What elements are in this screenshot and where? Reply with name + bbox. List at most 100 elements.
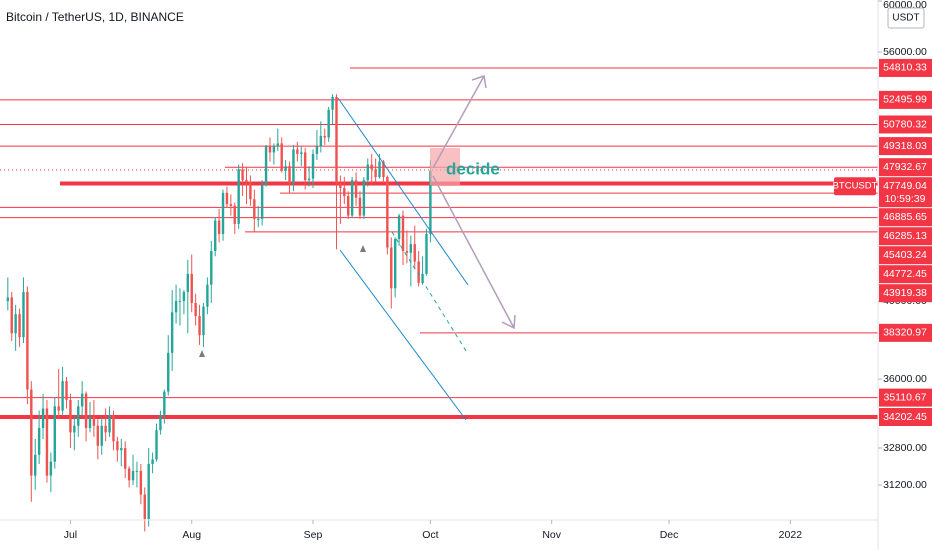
candle-body: [163, 391, 166, 415]
candle-body: [405, 251, 409, 253]
candle-body: [92, 417, 96, 426]
price-label-box: [879, 115, 932, 134]
price-label: 47932.67: [883, 161, 927, 173]
candle-body: [198, 316, 201, 336]
candle-body: [425, 233, 428, 274]
y-tick-label: 56000.00: [883, 46, 927, 58]
candle-body: [6, 297, 10, 302]
candle-body: [41, 408, 45, 428]
price-label-box: [879, 265, 932, 284]
candle-body: [409, 244, 413, 253]
price-label: 44772.45: [883, 268, 927, 280]
candle-body: [354, 180, 358, 198]
price-label: 35110.67: [883, 391, 926, 403]
candle-body: [116, 441, 119, 451]
candle-body: [276, 143, 280, 147]
candle-body: [323, 135, 326, 138]
candle-body: [260, 184, 264, 219]
candle-body: [45, 408, 49, 476]
x-tick-label: 2022: [779, 529, 803, 541]
candle-body: [186, 273, 190, 292]
x-tick-label: Oct: [422, 529, 438, 541]
channel-upper: [337, 97, 469, 286]
price-label-box: [879, 158, 932, 177]
candle-body: [393, 239, 397, 289]
candle-body: [370, 164, 373, 170]
arrow-down-head: [501, 314, 516, 330]
candle-body: [397, 215, 401, 240]
candle-body: [374, 169, 377, 178]
candle-body: [100, 425, 103, 446]
candle-body: [147, 463, 150, 520]
candles: [6, 94, 432, 532]
candle-body: [257, 218, 260, 220]
candle-body: [206, 284, 209, 307]
price-label-box: [879, 323, 932, 342]
price-label: 50780.32: [883, 118, 927, 130]
candle-body: [22, 291, 25, 338]
price-label-box: [879, 58, 932, 77]
price-label: 38320.97: [883, 327, 927, 339]
price-label-box: [879, 177, 932, 208]
candle-body: [288, 166, 291, 184]
candle-body: [343, 188, 346, 197]
candle-body: [401, 215, 405, 252]
candle-body: [390, 247, 393, 289]
candle-body: [14, 314, 17, 334]
symbol-label: BTCUSDT: [833, 181, 878, 192]
price-label-box: [879, 408, 932, 427]
x-tick-label: Aug: [182, 529, 201, 541]
candle-body: [429, 170, 432, 234]
candle-body: [362, 180, 366, 216]
candle-body: [358, 197, 362, 216]
y-tick-label: 60000.00: [883, 0, 927, 11]
candle-body: [413, 244, 416, 262]
candle-body: [104, 425, 107, 433]
candle-body: [213, 220, 217, 252]
candle-body: [131, 470, 135, 481]
candle-body: [272, 146, 276, 153]
price-label-box: [879, 227, 932, 246]
candle-body: [30, 389, 33, 476]
candle-body: [264, 146, 268, 185]
candle-body: [26, 291, 29, 390]
candle-body: [96, 425, 100, 446]
price-label: 45403.24: [883, 249, 927, 261]
candle-body: [88, 417, 92, 428]
candle-body: [311, 153, 315, 179]
countdown: 10:59:39: [885, 193, 926, 205]
candle-body: [307, 178, 311, 181]
candle-body: [123, 448, 127, 469]
candle-body: [170, 312, 174, 353]
x-tick-label: Dec: [660, 529, 679, 541]
y-tick-label: 32800.00: [883, 442, 927, 454]
candle-body: [350, 180, 354, 216]
candle-body: [73, 425, 76, 433]
arrow-down: [432, 175, 515, 329]
marker: [360, 245, 366, 252]
candle-body: [57, 406, 60, 411]
candle-body: [249, 181, 252, 200]
annotation: decide: [446, 159, 500, 178]
candle-body: [174, 301, 178, 313]
price-label: 54810.33: [883, 62, 927, 74]
candle-body: [382, 161, 385, 178]
candle-body: [37, 427, 41, 455]
candle-body: [80, 393, 84, 407]
candle-body: [143, 494, 146, 520]
candle-body: [225, 192, 229, 205]
candle-body: [331, 97, 334, 110]
price-label-box: [879, 208, 932, 227]
candle-body: [120, 448, 123, 451]
y-tick-label: 36000.00: [883, 373, 927, 385]
candle-body: [315, 146, 319, 154]
candle-body: [366, 164, 370, 181]
candle-body: [108, 414, 111, 433]
candle-body: [84, 393, 88, 428]
y-tick-label: 31200.00: [883, 479, 927, 491]
symbol-tag: [834, 177, 876, 196]
candle-body: [335, 97, 338, 184]
candle-body: [221, 192, 225, 234]
candle-body: [217, 220, 221, 234]
